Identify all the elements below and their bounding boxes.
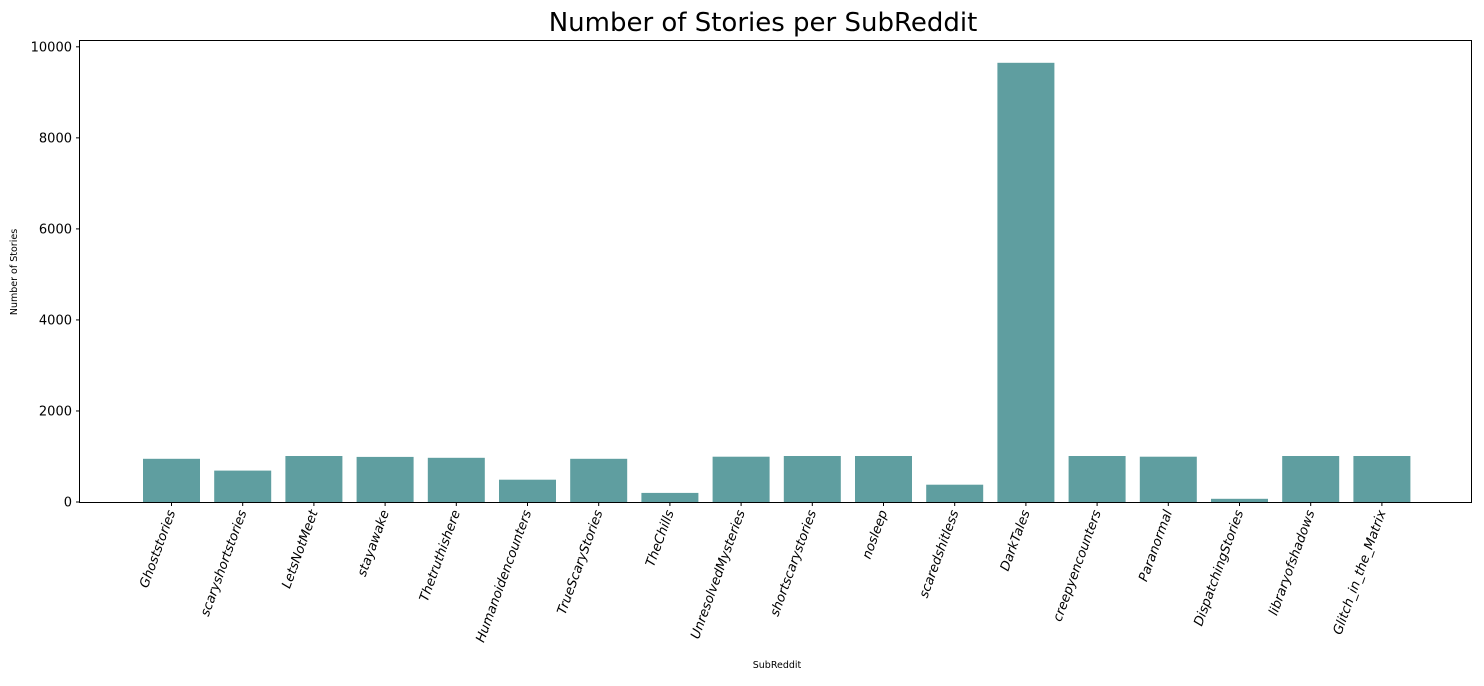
x-tick-label: TrueScaryStories [555,508,607,617]
bar-LetsNotMeet [285,456,343,502]
x-axis: Ghoststories scaryshortstories LetsNotMeet… [137,502,1390,645]
x-tick-label: shortscarystories [768,508,820,618]
bar-shortscarystories [783,456,841,502]
y-tick-label: 2000 [39,404,72,419]
y-tick-label: 0 [64,496,72,511]
x-tick-label: Thetruthishere [417,508,464,604]
x-tick-label: scaryshortstories [198,508,250,618]
x-tick-label: Ghoststories [137,508,179,590]
y-axis: 0 2000 4000 6000 8000 10000 [31,40,80,511]
y-tick-label: 6000 [39,222,72,237]
x-axis-label: SubReddit [753,660,802,671]
bar-Humanoidencounters [499,479,556,502]
x-tick-label: DarkTales [998,508,1034,573]
x-tick-label: Glitch_in_the_Matrix [1331,508,1390,637]
y-axis-label: Number of Stories [9,229,20,315]
y-tick-label: 10000 [31,40,72,55]
bar-DarkTales [997,62,1055,503]
bars-group [143,62,1411,503]
x-tick-label: nosleep [860,508,891,561]
x-tick-label: TheChills [643,508,677,569]
x-tick-label: creepyencounters [1051,508,1105,624]
bar-TheChills [641,492,699,502]
bar-Paranormal [1139,456,1197,502]
bar-nosleep [855,456,912,502]
bar-DispatchingStories [1211,498,1268,502]
bar-Ghoststories [143,458,200,502]
x-tick-label: LetsNotMeet [279,507,322,590]
x-tick-label: scaredshitless [917,508,963,600]
bar-creepyencounters [1068,456,1126,502]
x-tick-label: DispatchingStories [1191,508,1247,628]
x-tick-label: UnresolvedMysteries [688,508,749,641]
bar-libraryofshadows [1282,456,1340,502]
chart-title: Number of Stories per SubReddit [549,8,978,38]
bar-UnresolvedMysteries [712,456,770,502]
x-tick-label: Paranormal [1136,508,1176,584]
y-tick-label: 4000 [39,313,72,328]
x-tick-label: stayawake [355,508,393,579]
plot-frame [79,40,1472,503]
bar-scaredshitless [926,484,984,502]
bar-TrueScaryStories [570,458,628,502]
x-tick-label: Humanoidencounters [473,508,535,645]
bar-Thetruthishere [427,457,485,502]
bar-stayawake [356,456,414,502]
bar-scaryshortstories [214,470,272,502]
x-tick-label: libraryofshadows [1266,508,1318,618]
y-tick-label: 8000 [39,131,72,146]
bar-Glitch_in_the_Matrix [1353,456,1411,502]
